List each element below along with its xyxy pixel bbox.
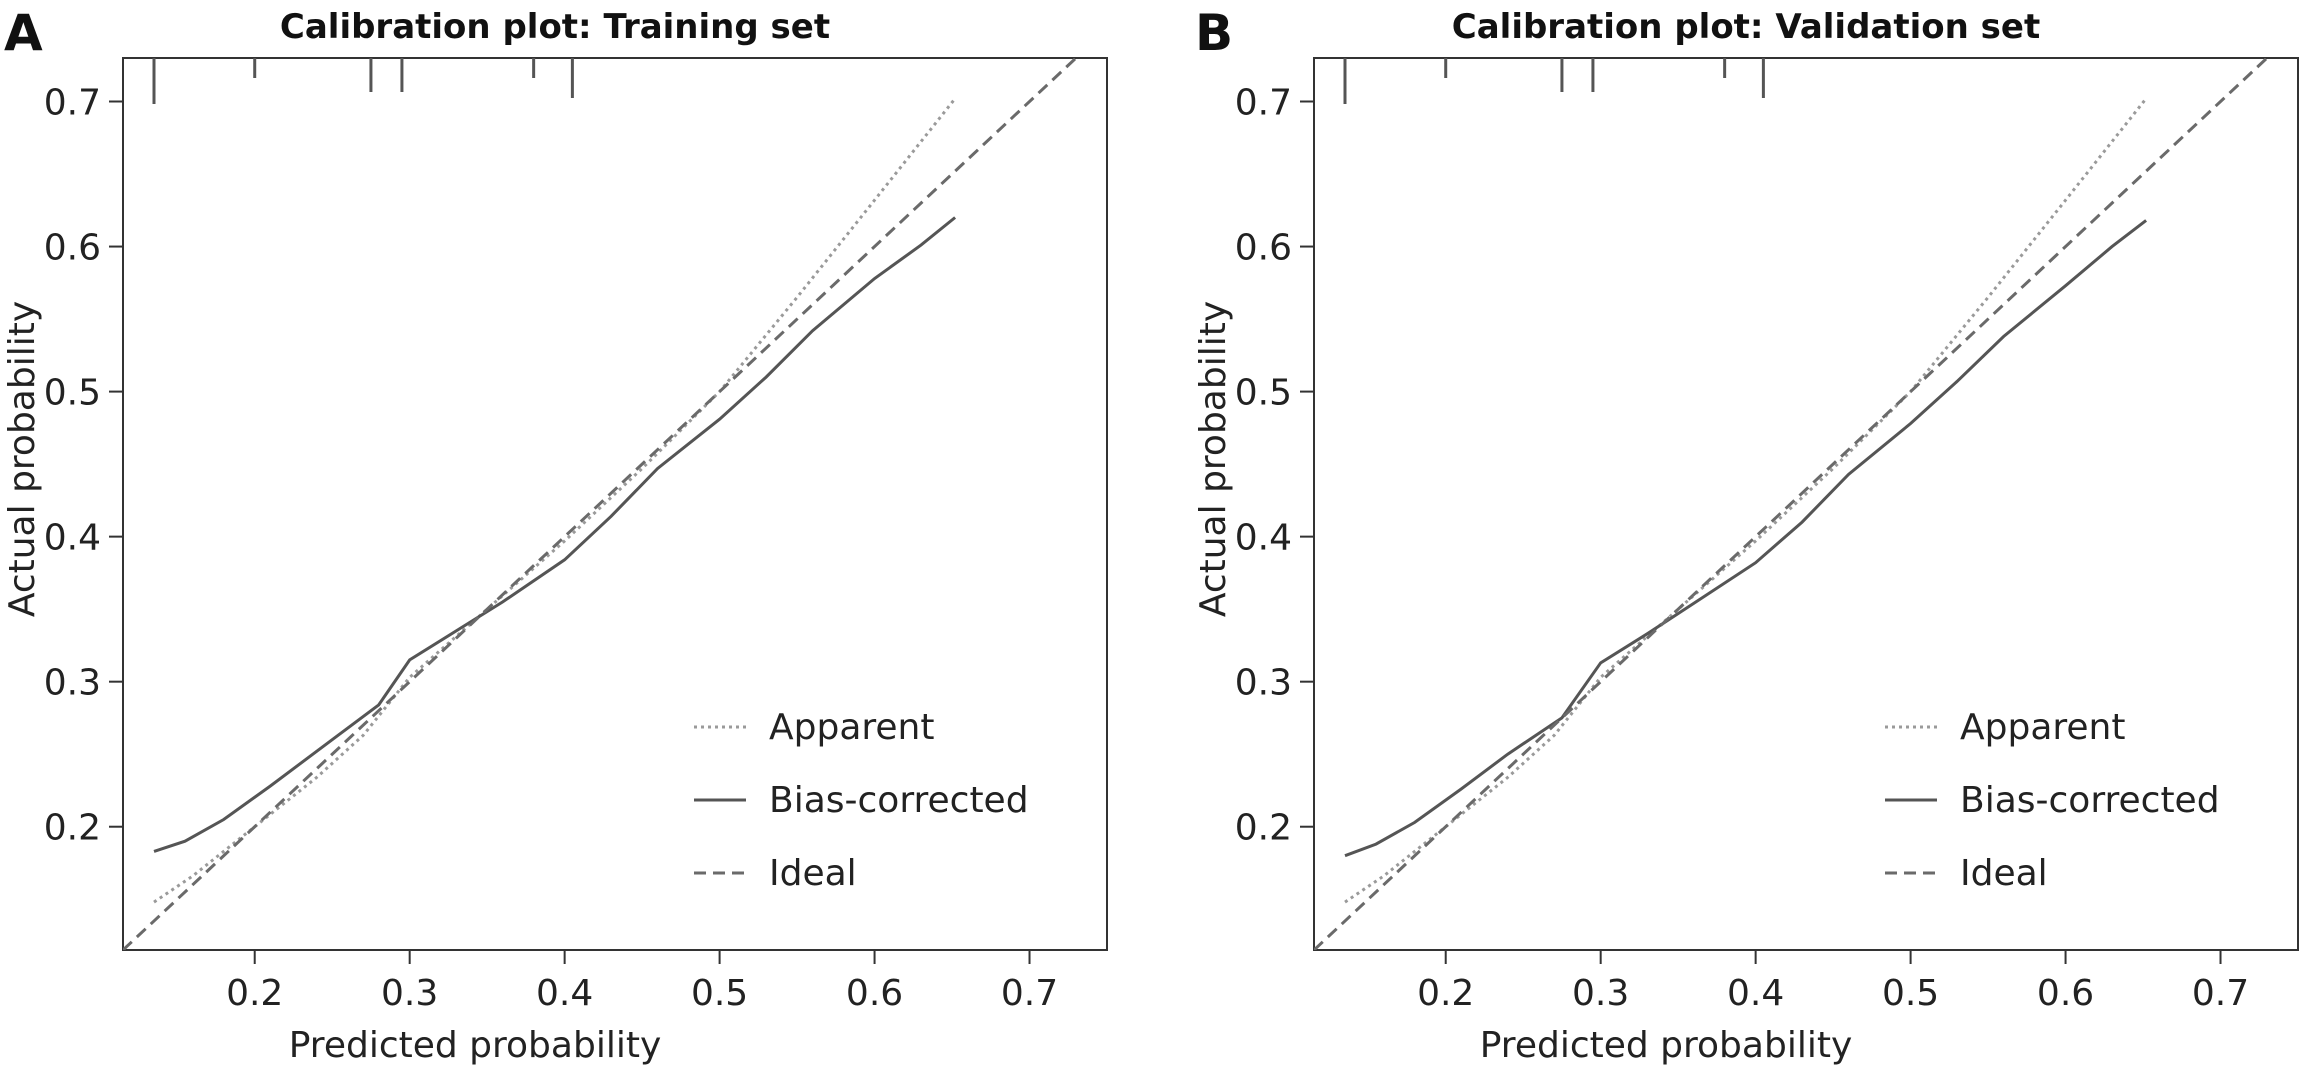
y-tick-label: 0.5 — [1235, 373, 1292, 414]
x-tick-label: 0.7 — [1001, 973, 1058, 1014]
legend-label: Ideal — [769, 853, 857, 894]
y-tick-label: 0.4 — [44, 518, 101, 559]
plot-frame — [122, 57, 1108, 951]
x-tick-label: 0.2 — [226, 973, 283, 1014]
legend-label: Ideal — [1960, 853, 2048, 894]
legend-label: Apparent — [769, 707, 934, 748]
chart-title: Calibration plot: Training set — [280, 7, 830, 47]
y-axis-title: Actual probability — [1193, 301, 1234, 617]
plot-area — [123, 58, 1079, 950]
panel-letter: B — [1195, 4, 1233, 62]
y-tick-label: 0.2 — [44, 808, 101, 849]
series-line-ideal — [1314, 58, 2270, 950]
series-line-bias-corrected — [1344, 219, 2148, 858]
y-tick-label: 0.5 — [44, 373, 101, 414]
y-tick-label: 0.4 — [1235, 518, 1292, 559]
y-tick-label: 0.6 — [44, 228, 101, 269]
legend-label: Bias-corrected — [769, 780, 1029, 821]
x-tick-label: 0.7 — [2192, 973, 2249, 1014]
x-tick-label: 0.6 — [2037, 973, 2094, 1014]
y-tick-label: 0.3 — [44, 663, 101, 704]
y-tick-label: 0.6 — [1235, 228, 1292, 269]
x-tick-label: 0.3 — [381, 973, 438, 1014]
x-axis-title: Predicted probability — [289, 1025, 662, 1066]
panel-letter: A — [4, 4, 43, 62]
panel-a: A Calibration plot: Training set 0.2 0.3 0.4… — [2, 4, 1108, 1066]
legend-label: Apparent — [1960, 707, 2125, 748]
y-tick-label: 0.2 — [1235, 808, 1292, 849]
x-tick-label: 0.3 — [1572, 973, 1629, 1014]
x-tick-label: 0.6 — [846, 973, 903, 1014]
y-tick-label: 0.7 — [44, 83, 101, 124]
x-tick-label: 0.4 — [536, 973, 593, 1014]
x-tick-label: 0.2 — [1417, 973, 1474, 1014]
series-line-bias-corrected — [153, 216, 957, 853]
y-axis-title: Actual probability — [2, 301, 43, 617]
legend-label: Bias-corrected — [1960, 780, 2220, 821]
series-line-ideal — [123, 58, 1079, 950]
plot-area — [1314, 58, 2270, 950]
y-tick-label: 0.7 — [1235, 83, 1292, 124]
plot-frame — [1313, 57, 2299, 951]
x-axis-title: Predicted probability — [1480, 1025, 1853, 1066]
panel-b: B Calibration plot: Validation set 0.2 0.3 0… — [1193, 4, 2299, 1066]
chart-title: Calibration plot: Validation set — [1452, 7, 2040, 47]
x-tick-label: 0.4 — [1727, 973, 1784, 1014]
x-tick-label: 0.5 — [691, 973, 748, 1014]
x-tick-label: 0.5 — [1882, 973, 1939, 1014]
y-tick-label: 0.3 — [1235, 663, 1292, 704]
